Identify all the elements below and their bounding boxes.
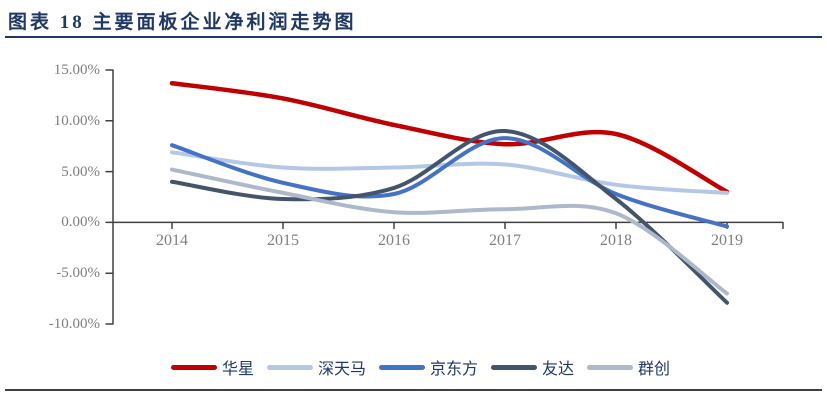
figure-title: 图表 18 主要面板企业净利润走势图 xyxy=(8,12,357,33)
y-tick-label: -10.00% xyxy=(48,316,100,332)
x-tick-label: 2018 xyxy=(600,232,632,250)
x-tick-label: 2019 xyxy=(711,232,743,250)
legend-swatch xyxy=(491,364,537,370)
series-line xyxy=(170,128,729,305)
bottom-divider xyxy=(5,389,822,391)
series-line xyxy=(170,167,729,296)
y-tick-label: 10.00% xyxy=(53,112,100,129)
y-tick-label: 0.00% xyxy=(61,214,100,231)
legend-swatch xyxy=(378,364,425,370)
y-tick-label: 15.00% xyxy=(53,62,100,78)
legend-item: 友达 xyxy=(491,355,574,379)
legend-item: 深天马 xyxy=(266,355,366,379)
x-tick-label: 2016 xyxy=(378,232,410,250)
y-tick-label: 5.00% xyxy=(61,163,100,180)
series-line xyxy=(170,136,729,229)
legend-label: 华星 xyxy=(221,361,254,378)
chart-legend: 华星 深天马 京东方 友达 群创 xyxy=(0,355,827,379)
legend-item: 华星 xyxy=(170,355,254,379)
x-tick-label: 2017 xyxy=(489,232,521,250)
legend-label: 深天马 xyxy=(317,361,366,378)
legend-label: 群创 xyxy=(638,361,671,378)
legend-swatch xyxy=(266,364,313,370)
legend-swatch xyxy=(587,364,634,370)
axis-lines xyxy=(105,69,784,325)
legend-item: 京东方 xyxy=(378,355,478,379)
x-tick-label: 2015 xyxy=(267,232,299,250)
legend-item: 群创 xyxy=(587,355,670,379)
series-line xyxy=(169,80,730,195)
legend-label: 京东方 xyxy=(429,361,478,378)
y-tick-label: -5.00% xyxy=(56,265,100,282)
x-tick-label: 2014 xyxy=(156,232,188,250)
legend-swatch xyxy=(170,364,217,370)
legend-label: 友达 xyxy=(542,361,575,378)
title-divider xyxy=(5,36,822,38)
